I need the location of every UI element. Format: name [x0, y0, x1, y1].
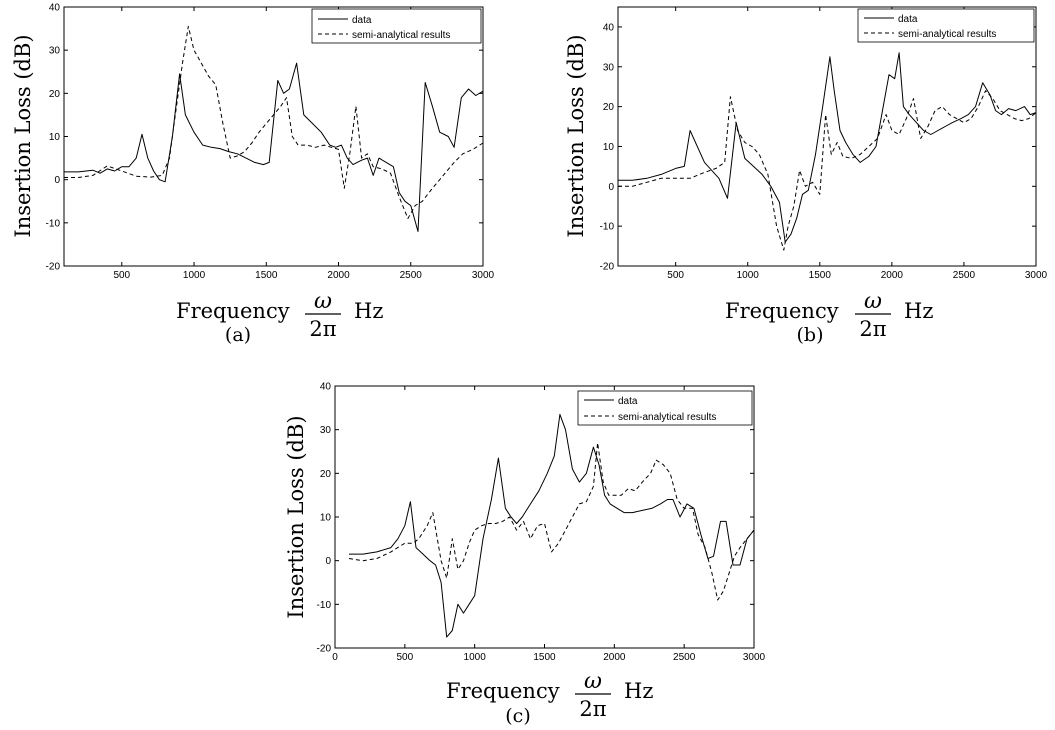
y-tick-label: 40	[49, 3, 61, 14]
series-line-semi-analytical	[64, 25, 484, 219]
x-tick-label: 3000	[472, 270, 495, 281]
x-axis-label-prefix: Frequency	[446, 679, 560, 703]
y-tick-label: 10	[49, 132, 61, 143]
x-axis-label-numerator: ω	[864, 289, 882, 314]
x-tick-label: 1000	[464, 652, 487, 663]
x-axis-label-numerator: ω	[584, 669, 602, 694]
x-axis-ticks: 500 1000 1500 2000 2500 3000	[113, 7, 495, 281]
x-axis-label-suffix: Hz	[904, 299, 933, 323]
y-tick-label: 20	[49, 89, 61, 100]
legend: data semi-analytical results	[311, 8, 482, 44]
legend-label-data: data	[898, 14, 918, 25]
x-tick-label: 500	[113, 270, 130, 281]
x-axis-label-suffix: Hz	[354, 299, 383, 323]
x-tick-label: 2000	[327, 270, 350, 281]
legend-label-data: data	[352, 15, 372, 26]
y-axis-ticks: -20 -10 0 10 20 30 40	[46, 3, 483, 273]
chart-panel-c: -20 -10 0 10 20 30 40 0 500 1000 1500 2000 2500 3000…	[284, 382, 766, 728]
x-tick-label: 2000	[881, 270, 904, 281]
x-axis-label-denominator: 2π	[859, 317, 886, 341]
series-line-data	[618, 52, 1037, 243]
plot-area	[334, 385, 755, 649]
y-axis-label: Insertion Loss (dB)	[11, 34, 35, 237]
panel-label: (b)	[797, 324, 824, 346]
y-tick-label: -10	[46, 218, 61, 229]
y-tick-label: 30	[49, 46, 61, 57]
plot-area	[617, 6, 1037, 267]
x-axis-ticks: 0 500 1000 1500 2000 2500 3000	[332, 386, 766, 663]
y-axis-ticks: -20 -10 0 10 20 30 40	[317, 382, 754, 655]
y-tick-label: -20	[317, 644, 332, 655]
x-axis-label: Frequency ω 2π Hz	[725, 289, 933, 341]
x-tick-label: 1500	[255, 270, 278, 281]
y-tick-label: 0	[325, 556, 331, 567]
y-tick-label: 0	[54, 175, 60, 186]
x-tick-label: 2500	[953, 270, 976, 281]
x-axis-label-denominator: 2π	[309, 317, 336, 341]
legend: data semi-analytical results	[857, 8, 1035, 43]
series-line-data	[349, 413, 755, 638]
x-tick-label: 2500	[673, 652, 696, 663]
y-tick-label: -10	[317, 600, 332, 611]
x-tick-label: 0	[332, 652, 338, 663]
x-axis-label-prefix: Frequency	[725, 299, 839, 323]
x-tick-label: 2000	[603, 652, 626, 663]
x-axis-label-denominator: 2π	[579, 697, 606, 721]
legend-label-semi-analytical: semi-analytical results	[898, 29, 996, 40]
x-tick-label: 1500	[809, 270, 832, 281]
legend-label-data: data	[618, 396, 638, 407]
panel-label: (a)	[225, 324, 251, 346]
series-line-semi-analytical	[618, 90, 1037, 251]
y-axis-label: Insertion Loss (dB)	[564, 34, 588, 237]
y-tick-label: 30	[320, 425, 332, 436]
x-tick-label: 3000	[743, 652, 766, 663]
x-axis-label-suffix: Hz	[624, 679, 653, 703]
x-tick-label: 1500	[533, 652, 556, 663]
legend-box	[577, 390, 753, 426]
x-axis-label: Frequency ω 2π Hz	[176, 289, 383, 341]
chart-marks	[618, 52, 1037, 251]
y-tick-label: 20	[320, 469, 332, 480]
panel-label: (c)	[505, 705, 530, 727]
legend-box	[311, 8, 482, 44]
chart-marks	[348, 413, 755, 638]
y-tick-label: 30	[603, 62, 615, 73]
y-tick-label: -20	[600, 262, 615, 273]
legend-label-semi-analytical: semi-analytical results	[618, 412, 716, 423]
x-axis-label-prefix: Frequency	[176, 299, 290, 323]
x-tick-label: 500	[667, 270, 684, 281]
legend-box	[857, 8, 1035, 43]
series-line-data	[64, 62, 484, 232]
chart-marks	[64, 25, 484, 232]
y-tick-label: 10	[320, 513, 332, 524]
y-axis-label: Insertion Loss (dB)	[284, 415, 308, 618]
x-axis-label-numerator: ω	[314, 289, 332, 314]
x-tick-label: 2500	[400, 270, 423, 281]
series-line-semi-analytical	[348, 442, 755, 601]
legend-label-semi-analytical: semi-analytical results	[352, 30, 450, 41]
y-tick-label: -10	[600, 222, 615, 233]
x-tick-label: 500	[396, 652, 413, 663]
y-axis-ticks: -20 -10 0 10 20 30 40	[600, 22, 1036, 273]
y-tick-label: 40	[320, 382, 332, 393]
x-tick-label: 3000	[1025, 270, 1048, 281]
y-tick-label: 10	[603, 142, 615, 153]
legend: data semi-analytical results	[577, 390, 753, 426]
y-tick-label: -20	[46, 262, 61, 273]
x-tick-label: 1000	[737, 270, 760, 281]
plot-area	[63, 6, 484, 267]
y-tick-label: 20	[603, 102, 615, 113]
y-tick-label: 0	[608, 182, 614, 193]
x-tick-label: 1000	[183, 270, 206, 281]
y-tick-label: 40	[603, 22, 615, 33]
x-axis-label: Frequency ω 2π Hz	[446, 669, 653, 721]
